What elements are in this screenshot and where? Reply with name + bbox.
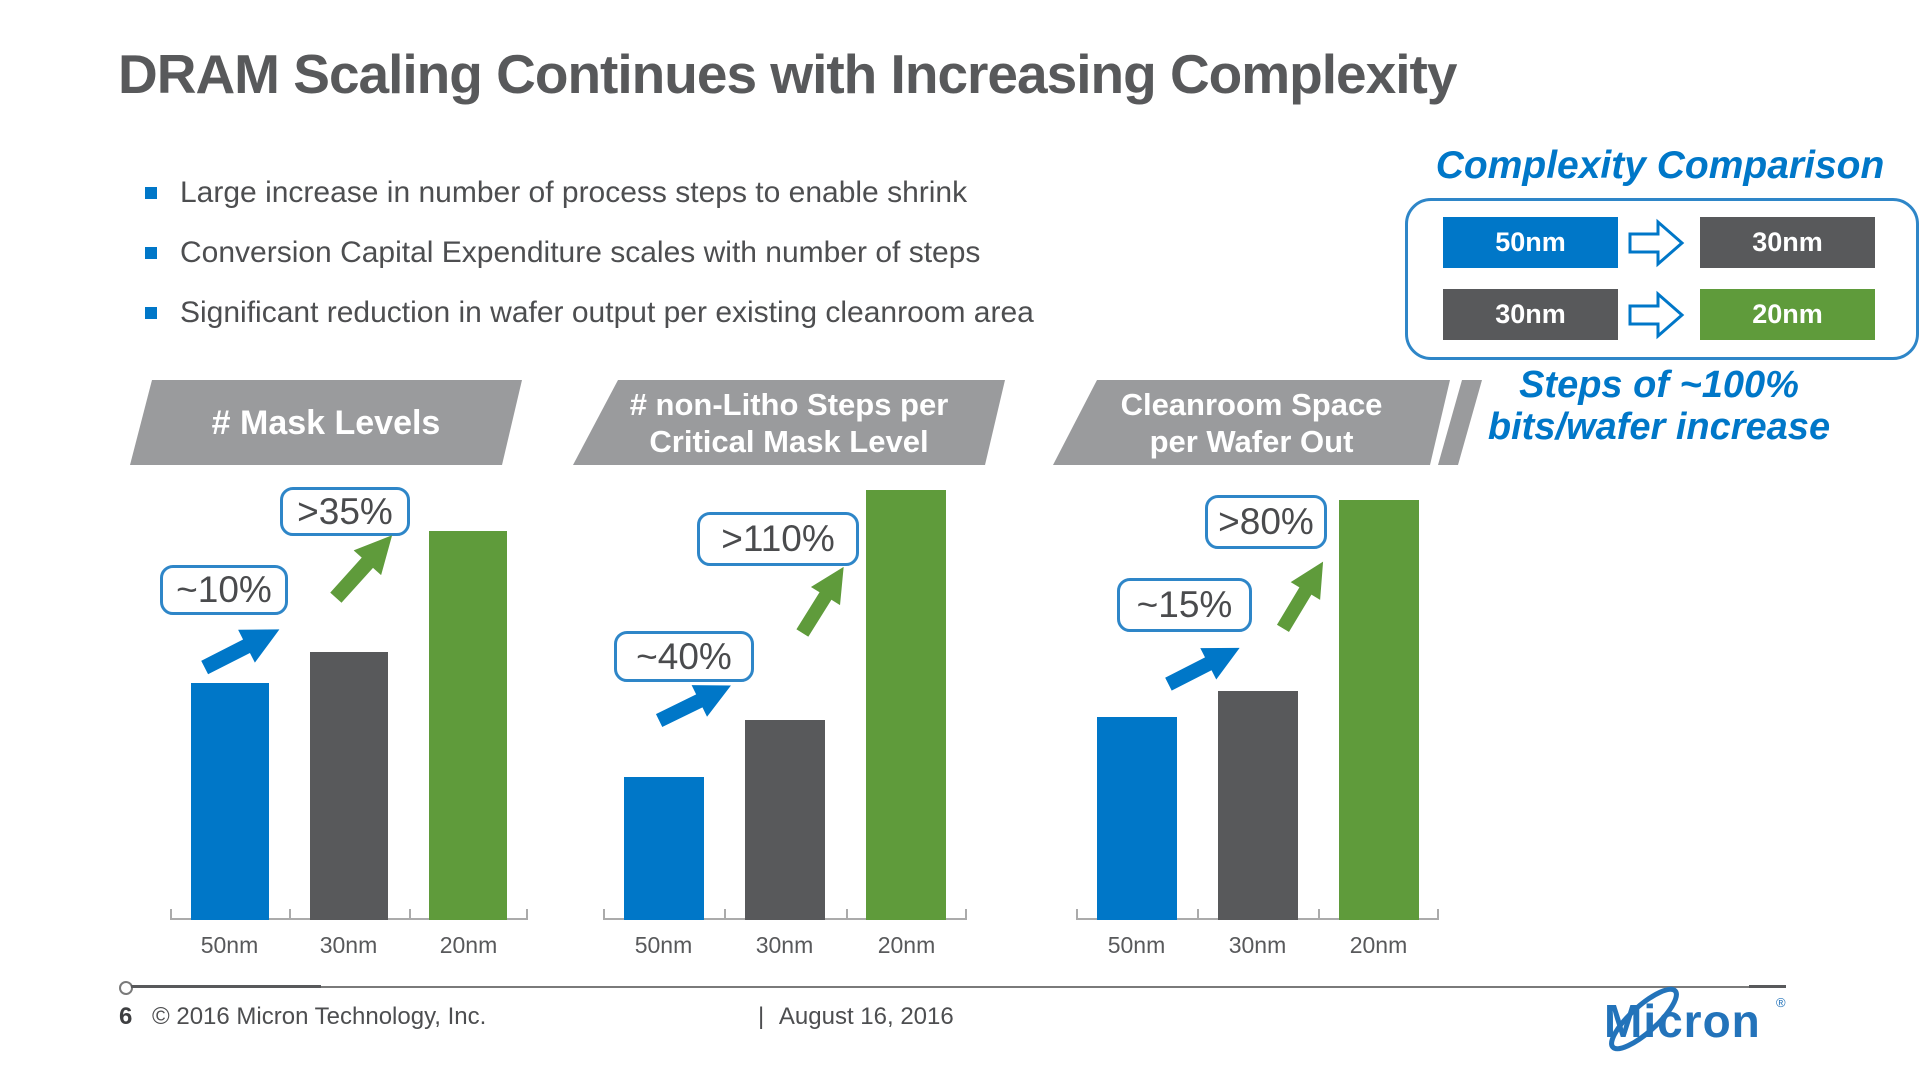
category-label: 30nm bbox=[1228, 932, 1287, 958]
increase-arrow-blue-icon bbox=[651, 669, 739, 736]
comparison-caption-line1: Steps of ~100% bbox=[1519, 364, 1799, 406]
banner-title-line: per Wafer Out bbox=[1149, 423, 1354, 459]
axis-tick bbox=[1437, 909, 1439, 920]
callout-mask-35pct: >35% bbox=[280, 487, 410, 536]
axis-tick bbox=[170, 909, 172, 920]
mask-levels-chart: 50nm 30nm 20nm bbox=[170, 470, 528, 958]
axis-tick bbox=[846, 909, 848, 920]
callout-nonlitho-110pct: >110% bbox=[697, 512, 859, 566]
micron-logo: Micron ® bbox=[1604, 986, 1786, 1052]
increase-arrow-green-icon bbox=[321, 521, 407, 611]
footer-divider-dark-segment bbox=[131, 985, 321, 988]
banner-title-line: Critical Mask Level bbox=[649, 423, 929, 459]
chart-banner-mask-levels bbox=[130, 380, 522, 465]
bullet-marker-icon bbox=[145, 247, 157, 259]
increase-arrow-green-icon bbox=[1267, 552, 1338, 637]
copyright-text: © 2016 Micron Technology, Inc. bbox=[152, 1003, 487, 1030]
category-label: 30nm bbox=[319, 932, 378, 958]
svg-text:®: ® bbox=[1776, 995, 1786, 1010]
callout-mask-10pct: ~10% bbox=[160, 565, 288, 615]
node-chip-50nm: 50nm bbox=[1443, 217, 1618, 268]
node-chip-30nm: 30nm bbox=[1700, 217, 1875, 268]
date-separator: | bbox=[758, 1003, 765, 1030]
banner-title: # non-Litho Steps per Critical Mask Leve… bbox=[573, 380, 1005, 465]
chart-banner-non-litho-steps bbox=[573, 380, 1005, 465]
category-label: 30nm bbox=[755, 932, 814, 958]
bullet-text: Significant reduction in wafer output pe… bbox=[180, 296, 1034, 329]
bullet-item: Significant reduction in wafer output pe… bbox=[145, 296, 1034, 330]
comparison-title: Complexity Comparison bbox=[1435, 144, 1885, 187]
bullet-text: Large increase in number of process step… bbox=[180, 176, 968, 209]
bar-30nm bbox=[1218, 691, 1298, 920]
banner-title: # Mask Levels bbox=[130, 380, 522, 465]
banner-title-line: Cleanroom Space bbox=[1120, 386, 1383, 422]
bullet-text: Conversion Capital Expenditure scales wi… bbox=[180, 236, 981, 269]
transition-arrow-icon bbox=[1628, 290, 1686, 340]
axis-tick bbox=[289, 909, 291, 920]
axis-tick bbox=[409, 909, 411, 920]
bar-50nm bbox=[191, 683, 269, 920]
bar-20nm bbox=[429, 531, 507, 920]
date-text: August 16, 2016 bbox=[778, 1003, 954, 1030]
footer-divider-dark-segment bbox=[1749, 985, 1786, 988]
bullet-marker-icon bbox=[145, 307, 157, 319]
category-label: 50nm bbox=[1107, 932, 1166, 958]
footer-divider bbox=[131, 986, 1786, 988]
slide-date: | August 16, 2016 bbox=[758, 1003, 954, 1031]
chart-banner-cleanroom-space bbox=[1053, 380, 1482, 465]
non-litho-steps-chart: 50nm 30nm 20nm bbox=[603, 470, 967, 958]
banner-title-line: # non-Litho Steps per bbox=[629, 386, 949, 422]
comparison-caption-line2: bits/wafer increase bbox=[1487, 406, 1831, 448]
increase-arrow-blue-icon bbox=[196, 613, 288, 684]
increase-arrow-green-icon bbox=[787, 557, 859, 642]
axis-tick bbox=[1318, 909, 1320, 920]
banner-title: Cleanroom Space per Wafer Out bbox=[1053, 380, 1450, 465]
axis-tick bbox=[724, 909, 726, 920]
increase-arrow-blue-icon bbox=[1160, 632, 1248, 700]
category-label: 20nm bbox=[439, 932, 498, 958]
category-label: 50nm bbox=[200, 932, 259, 958]
bar-30nm bbox=[310, 652, 388, 920]
bar-20nm bbox=[1339, 500, 1419, 920]
svg-text:Micron: Micron bbox=[1604, 995, 1761, 1047]
node-chip-20nm: 20nm bbox=[1700, 289, 1875, 340]
axis-tick bbox=[1076, 909, 1078, 920]
category-label: 20nm bbox=[1349, 932, 1408, 958]
bullet-item: Large increase in number of process step… bbox=[145, 176, 967, 210]
axis-tick bbox=[965, 909, 967, 920]
bullet-marker-icon bbox=[145, 187, 157, 199]
cleanroom-space-chart: 50nm 30nm 20nm bbox=[1076, 470, 1439, 958]
bar-50nm bbox=[1097, 717, 1177, 920]
node-chip-30nm: 30nm bbox=[1443, 289, 1618, 340]
axis-tick bbox=[1197, 909, 1199, 920]
axis-tick bbox=[526, 909, 528, 920]
callout-cleanroom-15pct: ~15% bbox=[1117, 578, 1252, 632]
callout-cleanroom-80pct: >80% bbox=[1205, 495, 1327, 549]
bar-30nm bbox=[745, 720, 825, 920]
transition-arrow-icon bbox=[1628, 218, 1686, 268]
bar-50nm bbox=[624, 777, 704, 920]
category-label: 50nm bbox=[634, 932, 693, 958]
slide-title: DRAM Scaling Continues with Increasing C… bbox=[118, 43, 1457, 105]
banner-title-line: # Mask Levels bbox=[211, 403, 441, 442]
callout-nonlitho-40pct: ~40% bbox=[614, 631, 754, 682]
axis-tick bbox=[603, 909, 605, 920]
bullet-item: Conversion Capital Expenditure scales wi… bbox=[145, 236, 980, 270]
page-number: 6 bbox=[119, 1003, 133, 1030]
category-label: 20nm bbox=[877, 932, 936, 958]
divider-endpoint-icon bbox=[119, 981, 133, 995]
bar-20nm bbox=[866, 490, 946, 920]
